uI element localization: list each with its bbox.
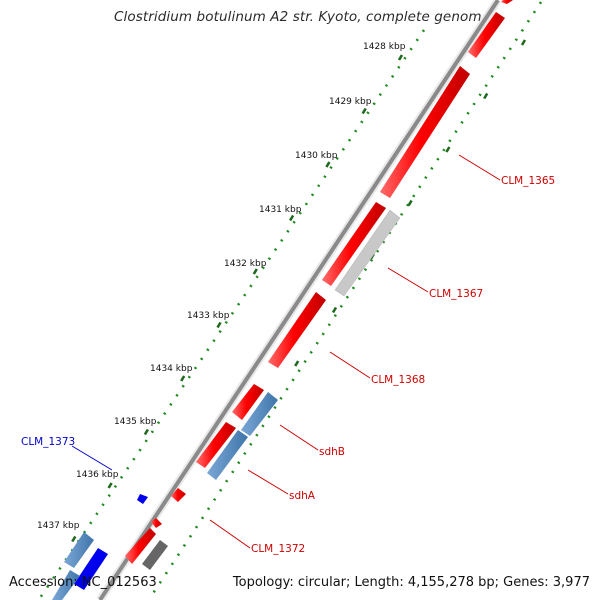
tick-label: 1431 kbp bbox=[259, 205, 302, 215]
outer-tick-mark bbox=[325, 161, 331, 168]
accession-text: Accession: NC_012563 bbox=[9, 575, 157, 590]
outer-tick-mark bbox=[361, 107, 367, 115]
gene-blue-lower-3[interactable] bbox=[52, 570, 80, 600]
gene-dark-gray[interactable] bbox=[142, 540, 168, 570]
inner-tick-mark bbox=[483, 92, 489, 100]
gene-clm1368[interactable] bbox=[268, 292, 326, 368]
tick-label: 1433 kbp bbox=[187, 311, 230, 321]
gene-label-clm1372[interactable]: CLM_1372 bbox=[251, 543, 305, 555]
outer-tick-mark bbox=[288, 214, 295, 222]
inner-tick-mark bbox=[331, 306, 338, 314]
outer-tick-mark bbox=[71, 535, 77, 543]
gene-label-sdha[interactable]: sdhA bbox=[289, 490, 316, 502]
gene-small-red-2[interactable] bbox=[151, 518, 162, 528]
gene-clm1372[interactable] bbox=[125, 528, 156, 564]
gene-clm1365[interactable] bbox=[380, 66, 470, 198]
gene-label-clm1365[interactable]: CLM_1365 bbox=[501, 175, 555, 187]
inner-tick-mark bbox=[445, 146, 451, 153]
tick-label: 1430 kbp bbox=[295, 151, 338, 161]
gene-clm1371[interactable] bbox=[196, 422, 236, 468]
gene-label-clm1368[interactable]: CLM_1368 bbox=[371, 374, 425, 386]
gene-labels[interactable]: CLM_1365 CLM_1367 CLM_1368 sdhB sdhA CLM… bbox=[21, 175, 555, 555]
gene-sdhc[interactable] bbox=[232, 384, 264, 420]
tick-label: 1436 kbp bbox=[76, 470, 119, 480]
inner-tick-guide bbox=[148, 1, 543, 599]
label-leaders bbox=[71, 154, 501, 549]
gene-clm1366[interactable] bbox=[322, 202, 386, 286]
gene-label-clm1373[interactable]: CLM_1373 bbox=[21, 436, 75, 448]
outer-tick-guide bbox=[38, 29, 426, 599]
inner-tick-mark bbox=[294, 360, 300, 367]
inner-tick-mark bbox=[520, 39, 527, 46]
tick-label: 1428 kbp bbox=[363, 42, 406, 52]
inner-tick-mark bbox=[407, 199, 413, 207]
tick-dotted-guides bbox=[38, 1, 543, 599]
tick-label: 1432 kbp bbox=[224, 259, 267, 269]
gene-label-clm1367[interactable]: CLM_1367 bbox=[429, 288, 483, 300]
outer-tick-mark bbox=[107, 482, 113, 489]
gene-clm1364[interactable] bbox=[468, 12, 505, 58]
outer-tick-mark bbox=[397, 54, 404, 61]
genome-summary-text: Topology: circular; Length: 4,155,278 bp… bbox=[232, 575, 590, 590]
tick-label: 1434 kbp bbox=[150, 364, 193, 374]
gene-small-red-1[interactable] bbox=[171, 488, 186, 502]
gene-blue-lower-2[interactable] bbox=[74, 548, 108, 590]
gene-clm1367[interactable] bbox=[334, 209, 401, 297]
outer-tick-mark bbox=[216, 321, 222, 329]
outer-tick-mark bbox=[180, 375, 186, 382]
kbp-tick-labels: 1428 kbp 1429 kbp 1430 kbp 1431 kbp 1432… bbox=[37, 42, 406, 531]
gene-features[interactable] bbox=[52, 0, 513, 600]
gene-clm1373[interactable] bbox=[137, 494, 148, 504]
outer-tick-mark bbox=[143, 428, 150, 436]
genome-title: Clostridium botulinum A2 str. Kyoto, com… bbox=[113, 9, 490, 25]
gene-blue-lower-1[interactable] bbox=[64, 532, 94, 568]
outer-tick-mark bbox=[252, 268, 258, 275]
tick-label: 1437 kbp bbox=[37, 521, 80, 531]
gene-sdhb[interactable] bbox=[241, 392, 278, 436]
gene-sdha[interactable] bbox=[207, 430, 248, 480]
tick-label: 1429 kbp bbox=[329, 97, 372, 107]
tick-label: 1435 kbp bbox=[114, 417, 157, 427]
gene-top-red-arrow[interactable] bbox=[501, 0, 513, 4]
genome-backbone bbox=[96, 0, 502, 600]
gene-label-sdhb[interactable]: sdhB bbox=[319, 446, 345, 458]
